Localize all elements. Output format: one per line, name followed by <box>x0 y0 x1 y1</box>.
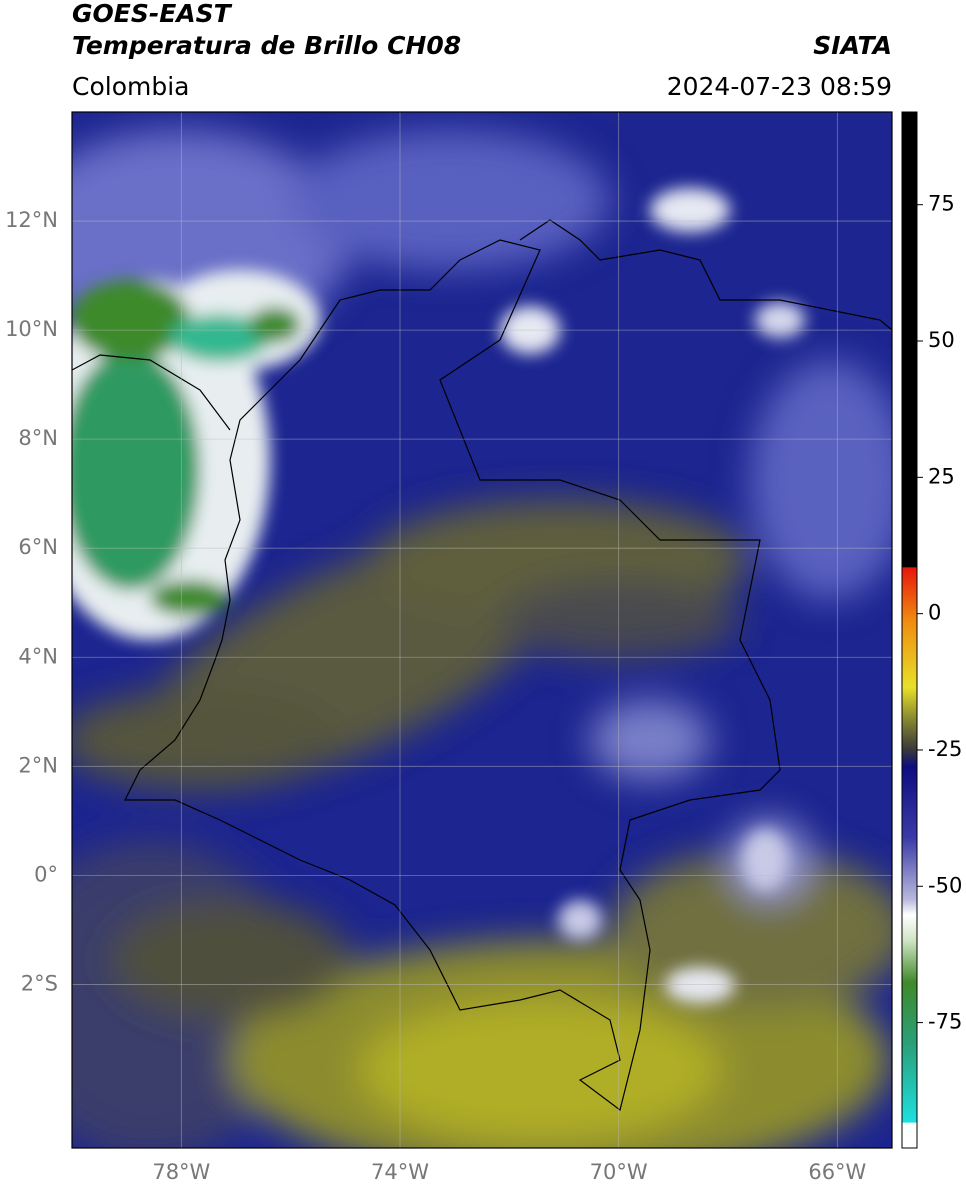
lat-tick-label: 12°N <box>5 208 58 232</box>
source: SIATA <box>813 31 892 60</box>
colorbar-tick-label: -50 <box>928 873 962 897</box>
colorbar-tick-label: -75 <box>928 1010 962 1034</box>
coastline <box>72 354 231 431</box>
colorbar-tick-label: 0 <box>928 601 941 625</box>
lat-tick-label: 0° <box>34 862 58 886</box>
lon-tick-label: 66°W <box>808 1160 866 1184</box>
colorbar <box>901 111 918 1149</box>
lat-tick-label: 2°N <box>18 753 58 777</box>
lon-tick-label: 78°W <box>152 1160 210 1184</box>
grid <box>72 112 892 1148</box>
lon-tick-label: 74°W <box>371 1160 429 1184</box>
colorbar-tick-label: -25 <box>928 737 962 761</box>
lat-tick-label: 4°N <box>18 644 58 668</box>
subtitle: Temperatura de Brillo CH08 <box>72 31 461 60</box>
colorbar-tick-label: 75 <box>928 192 955 216</box>
region: Colombia <box>72 72 189 101</box>
colorbar-tick-label: 50 <box>928 328 955 352</box>
lat-tick-label: 2°S <box>21 971 58 995</box>
lat-tick-label: 8°N <box>18 426 58 450</box>
colorbar-tick-label: 25 <box>928 464 955 488</box>
lon-tick-label: 70°W <box>590 1160 648 1184</box>
title: GOES-EAST <box>72 0 233 28</box>
lat-tick-label: 6°N <box>18 535 58 559</box>
coastline <box>519 219 892 331</box>
lat-tick-label: 10°N <box>5 317 58 341</box>
timestamp: 2024-07-23 08:59 <box>667 72 892 101</box>
satellite-image <box>72 112 892 1148</box>
map-frame <box>71 111 893 1149</box>
